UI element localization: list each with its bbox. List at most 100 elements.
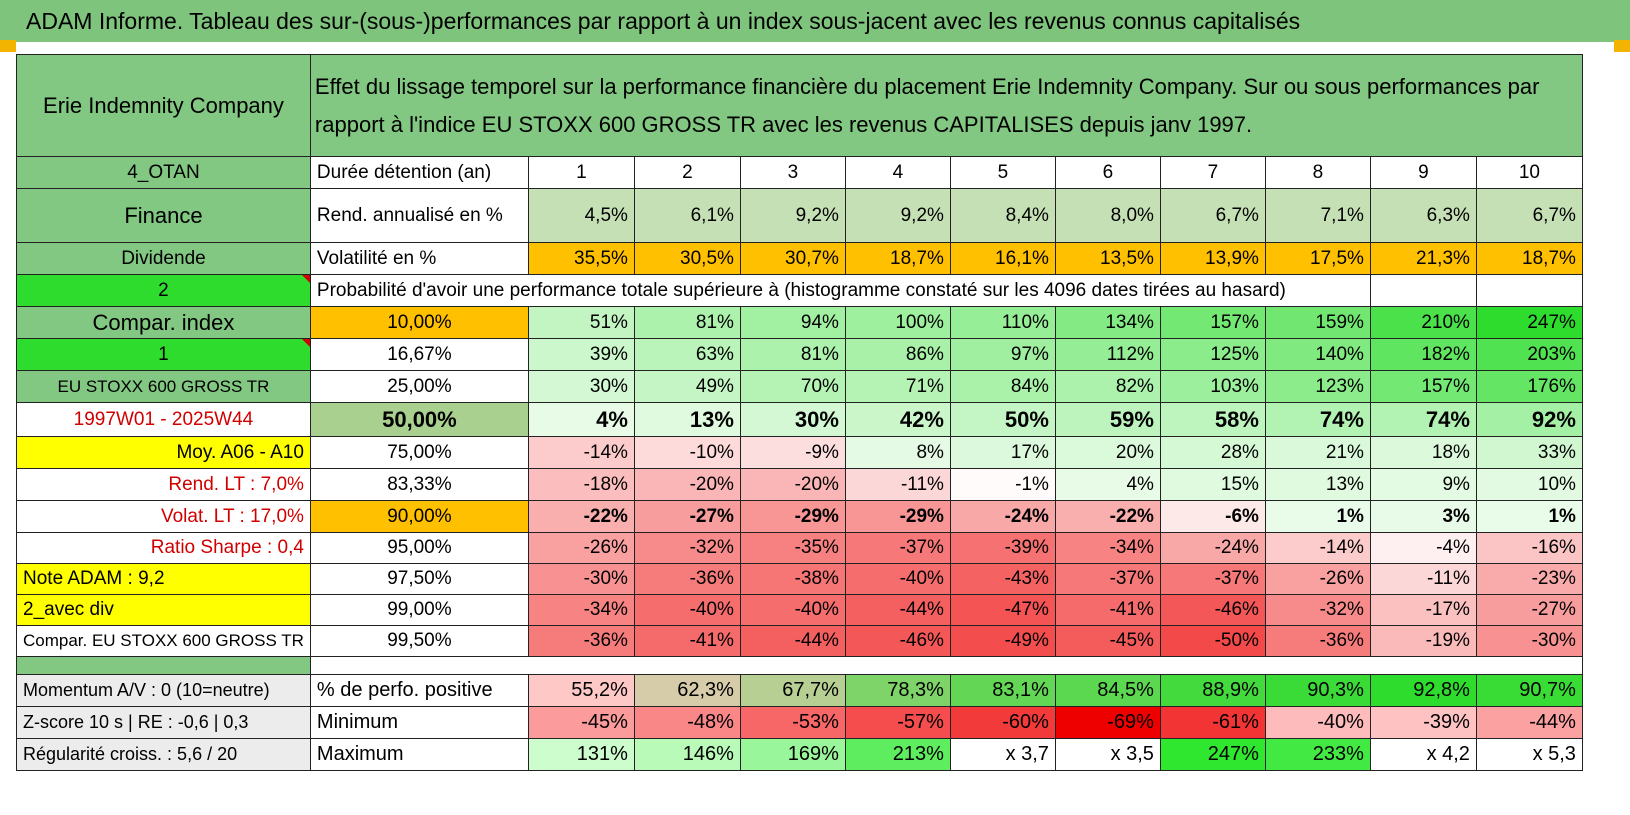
duration-label: Durée détention (an) — [309, 156, 529, 189]
year-header: 2 — [633, 156, 741, 189]
annual-return-value: 8,0% — [1054, 188, 1161, 243]
quantile-value: -27% — [633, 500, 741, 533]
quantile-value: 203% — [1475, 338, 1583, 371]
volatility-value: 35,5% — [527, 242, 635, 275]
stat-value: 169% — [739, 738, 846, 771]
volatility-value: 18,7% — [1475, 242, 1583, 275]
quantile-value: -37% — [1159, 563, 1266, 595]
year-header: 1 — [527, 156, 635, 189]
long-term-return: Rend. LT : 7,0% — [16, 468, 311, 501]
quantile-value: -19% — [1369, 625, 1477, 657]
long-term-volatility: Volat. LT : 17,0% — [16, 500, 311, 533]
quantile-value: -39% — [949, 532, 1056, 564]
quantile-value: -9% — [739, 436, 846, 469]
annual-return-value: 9,2% — [739, 188, 846, 243]
quantile-value: 94% — [739, 306, 846, 339]
quantile-value: -34% — [1054, 532, 1161, 564]
quantile-value: 42% — [844, 402, 951, 437]
quantile-value: -29% — [844, 500, 951, 533]
quantile-value: -44% — [844, 594, 951, 626]
stat-value: x 3,5 — [1054, 738, 1161, 771]
quantile-label: 90,00% — [309, 500, 529, 533]
volatility-value: 18,7% — [844, 242, 951, 275]
quantile-label: 83,33% — [309, 468, 529, 501]
quantile-value: 247% — [1475, 306, 1583, 339]
stat-left-label: Z-score 10 s | RE : -0,6 | 0,3 — [16, 706, 311, 739]
volatility-value: 30,7% — [739, 242, 846, 275]
quantile-value: -40% — [633, 594, 741, 626]
quantile-value: -32% — [633, 532, 741, 564]
quantile-value: 103% — [1159, 370, 1266, 403]
quantile-value: -4% — [1369, 532, 1477, 564]
quantile-value: 15% — [1159, 468, 1266, 501]
quantile-label: 10,00% — [309, 306, 529, 339]
quantile-value: -34% — [527, 594, 635, 626]
quantile-value: -20% — [633, 468, 741, 501]
stat-left-label: Momentum A/V : 0 (10=neutre) — [16, 674, 311, 707]
quantile-value: 30% — [739, 402, 846, 437]
quantile-value: -30% — [527, 563, 635, 595]
quantile-value: 8% — [844, 436, 951, 469]
quantile-label: 97,50% — [309, 563, 529, 595]
stat-value: -69% — [1054, 706, 1161, 739]
quantile-value: -23% — [1475, 563, 1583, 595]
year-header: 4 — [844, 156, 951, 189]
quantile-value: -6% — [1159, 500, 1266, 533]
quantile-value: -26% — [527, 532, 635, 564]
annual-return-value: 6,7% — [1159, 188, 1266, 243]
volatility-value: 13,5% — [1054, 242, 1161, 275]
quantile-value: 30% — [527, 370, 635, 403]
quantile-value: -50% — [1159, 625, 1266, 657]
quantile-value: 3% — [1369, 500, 1477, 533]
stat-value: 83,1% — [949, 674, 1056, 707]
quantile-value: -45% — [1054, 625, 1161, 657]
quantile-value: 81% — [739, 338, 846, 371]
quantile-value: -10% — [633, 436, 741, 469]
quantile-value: -49% — [949, 625, 1056, 657]
quantile-value: -35% — [739, 532, 846, 564]
annual-return-value: 8,4% — [949, 188, 1056, 243]
annual-return-value: 6,3% — [1369, 188, 1477, 243]
title-left-marker — [0, 40, 16, 52]
quantile-value: 157% — [1369, 370, 1477, 403]
quantile-value: -14% — [1264, 532, 1371, 564]
quantile-value: -44% — [739, 625, 846, 657]
quantile-value: -16% — [1475, 532, 1583, 564]
annual-return-value: 6,1% — [633, 188, 741, 243]
stat-value: -45% — [527, 706, 635, 739]
title-right-marker — [1614, 40, 1630, 52]
quantile-value: -27% — [1475, 594, 1583, 626]
quantile-value: 71% — [844, 370, 951, 403]
stat-value: 90,3% — [1264, 674, 1371, 707]
empty-cell — [1475, 274, 1583, 307]
quantile-value: -36% — [1264, 625, 1371, 657]
quantile-value: 210% — [1369, 306, 1477, 339]
year-header: 10 — [1475, 156, 1583, 189]
year-header: 9 — [1369, 156, 1477, 189]
annual-return-value: 4,5% — [527, 188, 635, 243]
quantile-value: 20% — [1054, 436, 1161, 469]
quantile-value: 74% — [1264, 402, 1371, 437]
quantile-value: 134% — [1054, 306, 1161, 339]
quantile-value: 9% — [1369, 468, 1477, 501]
year-header: 8 — [1264, 156, 1371, 189]
quantile-value: -30% — [1475, 625, 1583, 657]
quantile-value: 28% — [1159, 436, 1266, 469]
quantile-value: -36% — [633, 563, 741, 595]
quantile-value: 140% — [1264, 338, 1371, 371]
stat-label: Maximum — [309, 738, 529, 771]
quantile-value: -36% — [527, 625, 635, 657]
report-title-text: ADAM Informe. Tableau des sur-(sous-)per… — [26, 8, 1301, 34]
stat-value: x 3,7 — [949, 738, 1056, 771]
index-name: EU STOXX 600 GROSS TR — [16, 370, 311, 403]
stat-value: 55,2% — [527, 674, 635, 707]
quantile-value: -38% — [739, 563, 846, 595]
stat-value: 92,8% — [1369, 674, 1477, 707]
quantile-value: 33% — [1475, 436, 1583, 469]
stat-value: -39% — [1369, 706, 1477, 739]
quantile-value: -1% — [949, 468, 1056, 501]
quantile-label: 99,00% — [309, 594, 529, 626]
stat-value: 233% — [1264, 738, 1371, 771]
quantile-value: -24% — [949, 500, 1056, 533]
stat-value: 84,5% — [1054, 674, 1161, 707]
